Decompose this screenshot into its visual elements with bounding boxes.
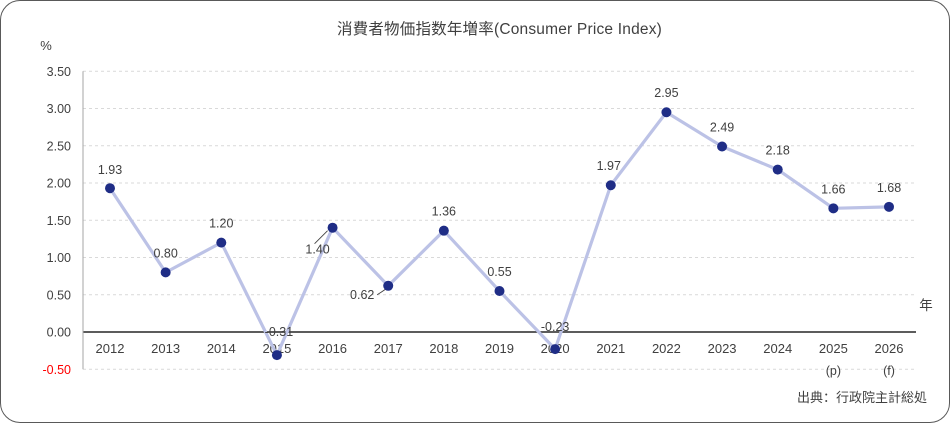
data-point-label: 2.18	[766, 144, 790, 158]
x-tick-label: 2012	[96, 341, 125, 356]
data-point-label: 2.95	[654, 86, 678, 100]
y-tick-label: -0.50	[43, 363, 72, 377]
data-point-marker	[661, 107, 672, 118]
data-point-label: 1.93	[98, 163, 122, 177]
data-point-marker	[438, 225, 449, 236]
data-point-label: -0.23	[541, 320, 570, 334]
source-caption: 出典：行政院主計総処	[796, 390, 927, 405]
label-leader-line	[376, 288, 387, 296]
chart-title: 消費者物価指数年増率(Consumer Price Index)	[336, 21, 663, 38]
x-tick-label: 2014	[207, 341, 236, 356]
data-point-marker	[828, 203, 839, 214]
data-point-marker	[160, 267, 171, 278]
data-point-marker	[884, 201, 894, 212]
x-tick-label: 2024	[763, 341, 792, 356]
x-tick-label: 2025	[819, 341, 848, 356]
data-point-marker	[105, 183, 115, 194]
data-point-label: 0.80	[153, 246, 177, 260]
x-unit-label: 年	[919, 298, 933, 313]
data-point-label: 2.49	[710, 120, 734, 134]
y-tick-label: 1.00	[47, 251, 71, 265]
y-tick-label: 2.00	[47, 177, 71, 191]
data-point-marker	[717, 141, 728, 152]
x-tick-label: 2021	[596, 341, 625, 356]
data-point-marker	[494, 286, 505, 297]
x-tick-label: 2013	[151, 341, 180, 356]
x-tick-label: 2017	[374, 341, 403, 356]
x-tick-label: 2019	[485, 341, 514, 356]
x-tick-label: 2016	[318, 341, 347, 356]
label-leader-line	[314, 230, 328, 245]
data-point-marker	[605, 180, 616, 191]
data-point-label: 1.40	[305, 243, 329, 257]
data-point-marker	[327, 222, 338, 233]
y-tick-label: 0.50	[47, 288, 71, 302]
x-tick-label: 2022	[652, 341, 681, 356]
data-point-label: 1.66	[821, 182, 845, 196]
data-point-label: 1.68	[877, 181, 901, 195]
y-tick-label: 3.50	[47, 65, 71, 79]
data-point-marker	[772, 164, 783, 175]
data-point-marker	[383, 280, 394, 291]
data-point-label: 1.36	[432, 205, 456, 219]
x-tick-label: 2018	[429, 341, 458, 356]
y-tick-label: 1.50	[47, 214, 71, 228]
y-tick-label: 0.00	[47, 326, 71, 340]
x-tick-label: 2015	[262, 341, 291, 356]
data-point-label: -0.31	[265, 325, 294, 339]
data-point-marker	[216, 237, 227, 248]
x-tick-suffix: (p)	[826, 364, 841, 378]
data-point-label: 0.62	[350, 288, 374, 302]
x-tick-suffix: (f)	[883, 364, 895, 378]
data-point-label: 0.55	[487, 265, 511, 279]
x-tick-label: 2023	[708, 341, 737, 356]
x-tick-label: 2026	[875, 341, 904, 356]
data-point-label: 1.97	[597, 159, 621, 173]
data-point-marker	[271, 350, 282, 361]
y-tick-label: 2.50	[47, 139, 71, 153]
data-point-marker	[550, 344, 561, 355]
y-unit-label: %	[40, 38, 52, 53]
data-point-label: 1.20	[209, 217, 233, 231]
y-tick-label: 3.00	[47, 102, 71, 116]
